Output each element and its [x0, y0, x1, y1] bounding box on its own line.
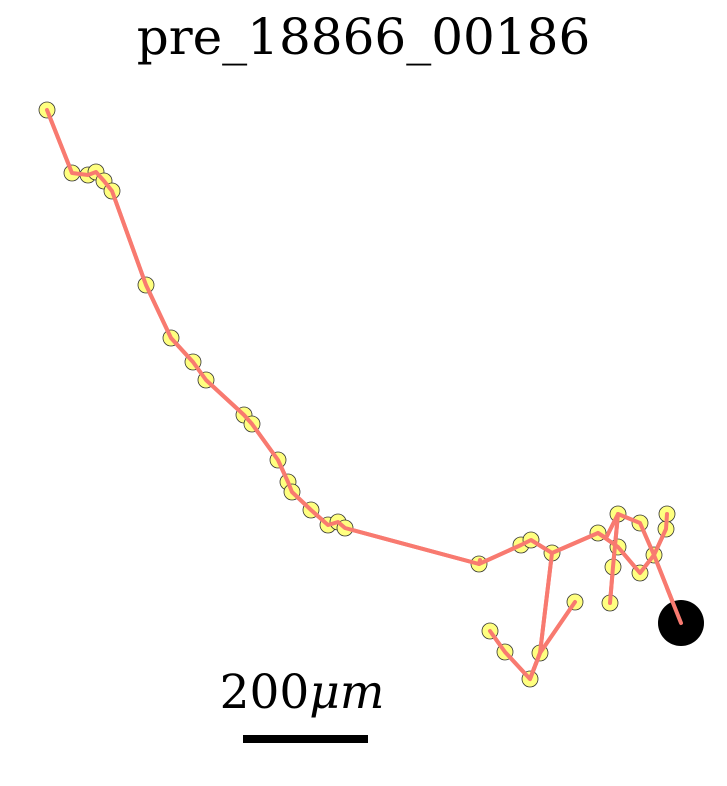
scale-bar-value: 200: [220, 665, 310, 720]
trace-layer: [38, 101, 683, 688]
scale-bar: 200μm: [220, 665, 385, 743]
branch-line-overlay: [608, 512, 620, 605]
figure-title: pre_18866_00186: [136, 8, 591, 66]
scale-bar-unit: μm: [309, 665, 384, 720]
branch-line-overlay: [528, 651, 542, 681]
branch-to-soma: [665, 586, 683, 625]
branch-line-overlay: [596, 512, 683, 625]
branch-line-overlay: [477, 558, 482, 566]
soma-layer: [658, 586, 704, 646]
scale-bar-label: 200μm: [220, 665, 385, 720]
branch-line-overlay: [538, 600, 577, 655]
branch-line-overlay: [45, 108, 669, 575]
branch-line: [45, 108, 669, 575]
scale-bar-line: [243, 735, 368, 743]
